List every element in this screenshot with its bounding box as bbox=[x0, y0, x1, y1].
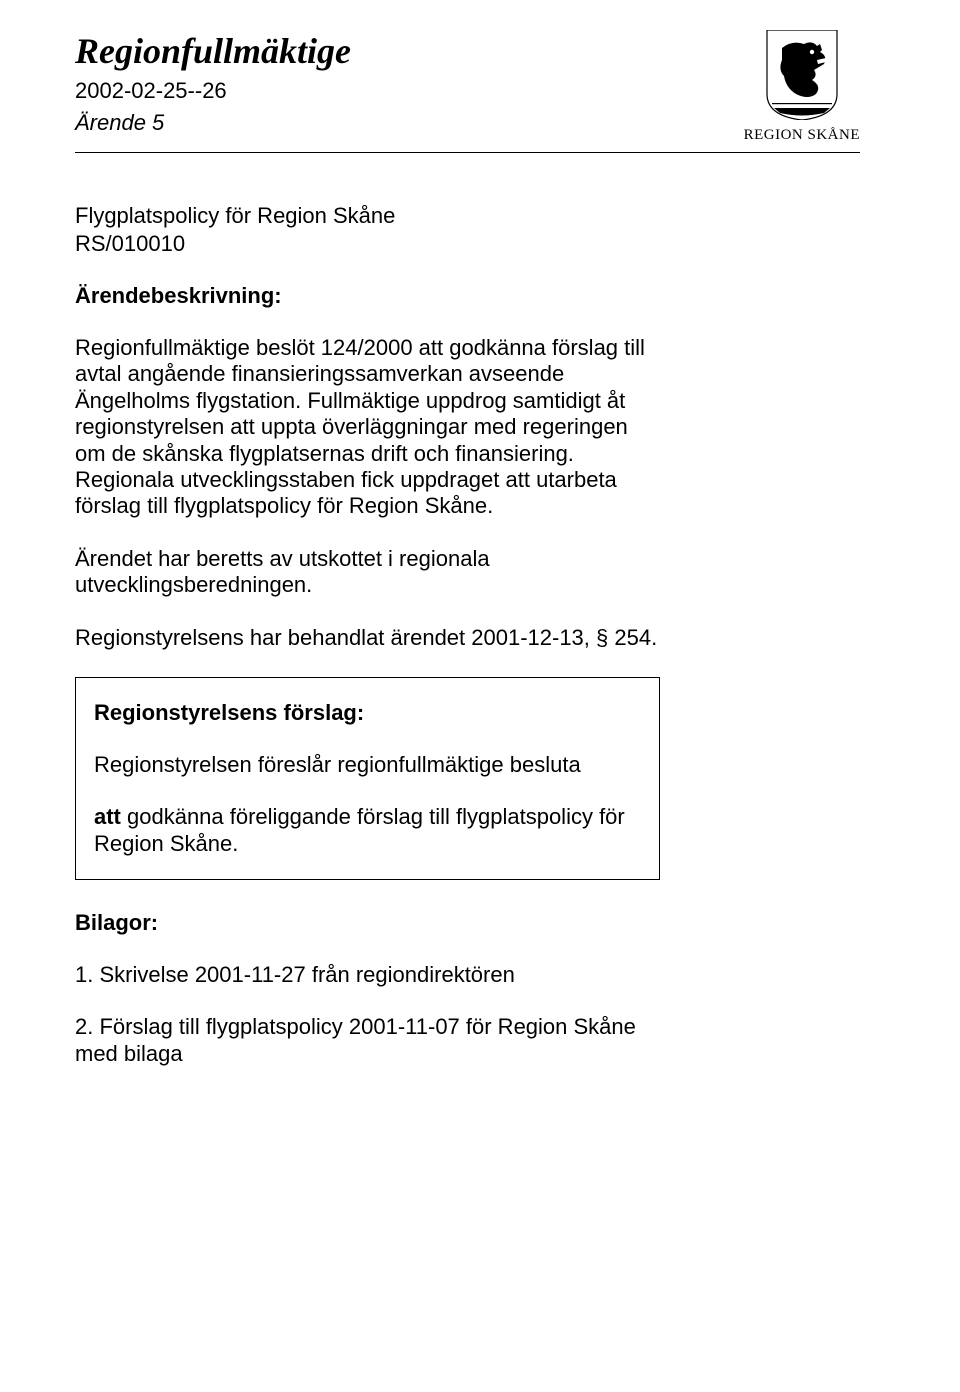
logo-label: REGION SKÅNE bbox=[744, 127, 860, 144]
document-date: 2002-02-25--26 bbox=[75, 78, 724, 104]
attachments-heading: Bilagor: bbox=[75, 910, 660, 936]
description-para-2: Ärendet har beretts av utskottet i regio… bbox=[75, 546, 660, 599]
org-title: Regionfullmäktige bbox=[75, 30, 724, 72]
attachment-1: 1. Skrivelse 2001-11-27 från regiondirek… bbox=[75, 962, 660, 988]
arende-number: Ärende 5 bbox=[75, 110, 724, 136]
proposal-line-1: Regionstyrelsen föreslår regionfullmäkti… bbox=[94, 752, 641, 778]
description-heading: Ärendebeskrivning: bbox=[75, 283, 660, 309]
proposal-line-2-rest: godkänna föreliggande förslag till flygp… bbox=[94, 804, 625, 855]
header-divider bbox=[75, 152, 860, 153]
proposal-heading: Regionstyrelsens förslag: bbox=[94, 700, 641, 726]
attachment-2: 2. Förslag till flygplatspolicy 2001-11-… bbox=[75, 1014, 660, 1067]
description-para-3: Regionstyrelsens har behandlat ärendet 2… bbox=[75, 625, 660, 651]
region-skane-logo-icon bbox=[762, 30, 842, 120]
logo-block: REGION SKÅNE bbox=[744, 30, 860, 144]
header: Regionfullmäktige 2002-02-25--26 Ärende … bbox=[75, 30, 860, 146]
content-area: Flygplatspolicy för Region Skåne RS/0100… bbox=[75, 203, 660, 1067]
document-title: Flygplatspolicy för Region Skåne bbox=[75, 203, 660, 229]
header-left: Regionfullmäktige 2002-02-25--26 Ärende … bbox=[75, 30, 724, 146]
proposal-att-word: att bbox=[94, 804, 121, 829]
document-page: Regionfullmäktige 2002-02-25--26 Ärende … bbox=[0, 0, 960, 1107]
document-reference: RS/010010 bbox=[75, 231, 660, 257]
proposal-box: Regionstyrelsens förslag: Regionstyrelse… bbox=[75, 677, 660, 880]
description-para-1: Regionfullmäktige beslöt 124/2000 att go… bbox=[75, 335, 660, 520]
proposal-line-2: att godkänna föreliggande förslag till f… bbox=[94, 804, 641, 857]
